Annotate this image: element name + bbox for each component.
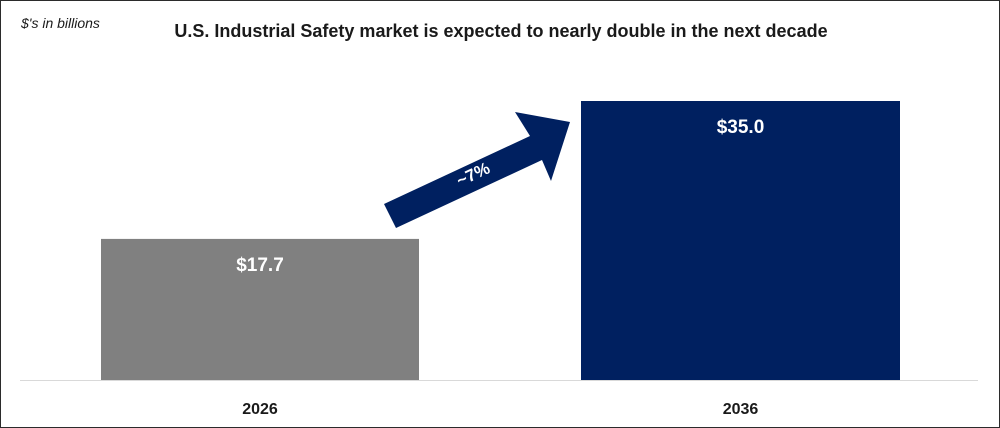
bar-2026 bbox=[101, 238, 419, 380]
growth-arrow-shape bbox=[384, 112, 570, 228]
data-label-2036: $35.0 bbox=[717, 117, 765, 138]
chart-title: U.S. Industrial Safety market is expecte… bbox=[174, 21, 828, 41]
bars-group: $17.7 2026 $35.0 2036 bbox=[101, 101, 900, 418]
bar-2036 bbox=[581, 101, 900, 380]
growth-arrow: ~7% bbox=[384, 112, 570, 228]
units-note: $'s in billions bbox=[21, 15, 100, 31]
x-tick-label-2026: 2026 bbox=[242, 401, 278, 418]
data-label-2026: $17.7 bbox=[236, 255, 284, 276]
x-tick-label-2036: 2036 bbox=[723, 401, 759, 418]
